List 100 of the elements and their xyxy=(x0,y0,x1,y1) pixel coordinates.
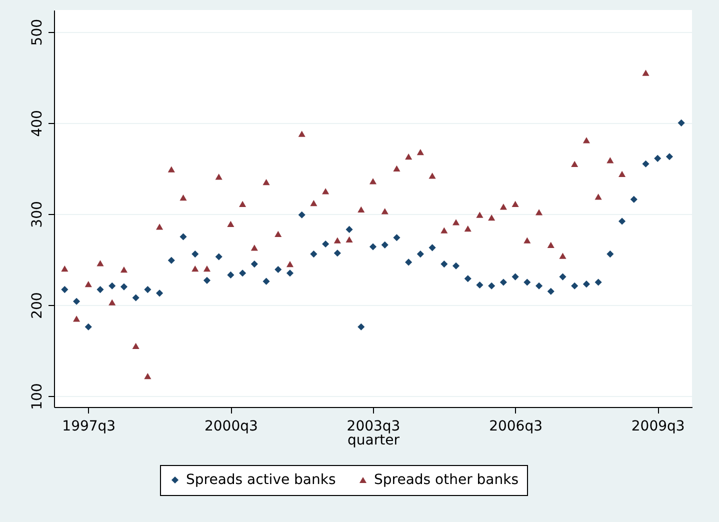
point xyxy=(642,160,650,168)
point xyxy=(393,165,400,172)
point xyxy=(72,298,80,305)
point xyxy=(559,252,566,259)
point xyxy=(571,282,578,290)
point xyxy=(274,266,282,274)
y-tick-label: 200 xyxy=(30,292,46,319)
point xyxy=(84,323,92,330)
point xyxy=(132,342,140,350)
point xyxy=(298,211,306,218)
point xyxy=(594,194,602,200)
point xyxy=(203,266,211,272)
point xyxy=(500,204,507,210)
y-tick-label: 400 xyxy=(30,110,46,137)
point xyxy=(192,250,199,258)
x-axis-title: quarter xyxy=(348,432,400,448)
point xyxy=(381,208,388,214)
point xyxy=(488,214,496,221)
point xyxy=(464,225,472,232)
x-tick-label: 2003q3 xyxy=(346,418,400,434)
point xyxy=(476,212,484,218)
point xyxy=(84,281,92,288)
x-tick-label: 2006q3 xyxy=(489,418,543,434)
point xyxy=(346,226,353,233)
legend-label: Spreads active banks xyxy=(186,472,336,488)
point xyxy=(369,243,377,250)
point xyxy=(559,273,566,280)
point xyxy=(72,316,80,322)
point xyxy=(405,154,412,160)
point xyxy=(464,275,472,282)
point xyxy=(108,299,116,306)
point xyxy=(239,270,246,277)
point xyxy=(571,160,578,167)
point xyxy=(428,244,436,252)
point xyxy=(428,172,436,179)
point xyxy=(227,271,234,279)
point xyxy=(156,290,164,297)
point xyxy=(440,227,448,234)
point xyxy=(606,157,614,164)
point xyxy=(168,166,175,172)
point xyxy=(298,130,306,137)
point xyxy=(582,137,590,144)
x-tick-label: 1997q3 xyxy=(62,418,116,434)
legend-label: Spreads other banks xyxy=(374,472,519,488)
point xyxy=(535,282,543,290)
y-tick-label: 100 xyxy=(30,383,46,410)
point xyxy=(346,236,353,243)
point xyxy=(215,253,222,260)
point xyxy=(334,250,341,257)
point xyxy=(500,278,507,286)
point xyxy=(630,196,638,203)
point xyxy=(274,230,282,238)
point xyxy=(416,250,424,258)
point xyxy=(452,262,460,270)
point xyxy=(96,286,104,294)
point xyxy=(334,237,341,244)
point xyxy=(61,266,68,272)
point xyxy=(678,119,685,126)
point xyxy=(262,278,270,285)
point xyxy=(369,178,377,184)
point xyxy=(239,200,246,208)
point xyxy=(582,280,590,288)
point xyxy=(120,283,128,290)
point xyxy=(250,260,258,268)
point xyxy=(405,258,412,266)
point xyxy=(192,266,199,272)
point xyxy=(322,240,330,248)
point xyxy=(488,282,496,290)
point xyxy=(476,281,484,289)
point xyxy=(440,260,448,268)
point xyxy=(144,372,152,380)
point xyxy=(250,244,258,251)
point xyxy=(358,206,365,212)
point xyxy=(144,286,152,294)
point xyxy=(310,250,318,258)
point xyxy=(180,233,187,240)
point xyxy=(358,323,365,330)
point xyxy=(416,148,424,156)
point xyxy=(286,270,294,277)
point xyxy=(666,153,674,160)
point xyxy=(262,179,270,186)
point xyxy=(286,260,294,268)
point xyxy=(512,273,519,280)
point xyxy=(381,241,388,248)
point xyxy=(310,200,318,206)
y-tick-label: 300 xyxy=(30,201,46,228)
point xyxy=(180,194,187,201)
point xyxy=(524,237,531,244)
point xyxy=(96,260,104,266)
point xyxy=(642,70,650,76)
point xyxy=(618,170,626,177)
point xyxy=(168,256,175,264)
point xyxy=(654,154,662,162)
point xyxy=(524,278,531,286)
x-tick-label: 2009q3 xyxy=(631,418,685,434)
point xyxy=(120,266,128,273)
point xyxy=(132,294,140,302)
point xyxy=(512,200,519,208)
point xyxy=(322,188,330,194)
point xyxy=(547,288,554,295)
